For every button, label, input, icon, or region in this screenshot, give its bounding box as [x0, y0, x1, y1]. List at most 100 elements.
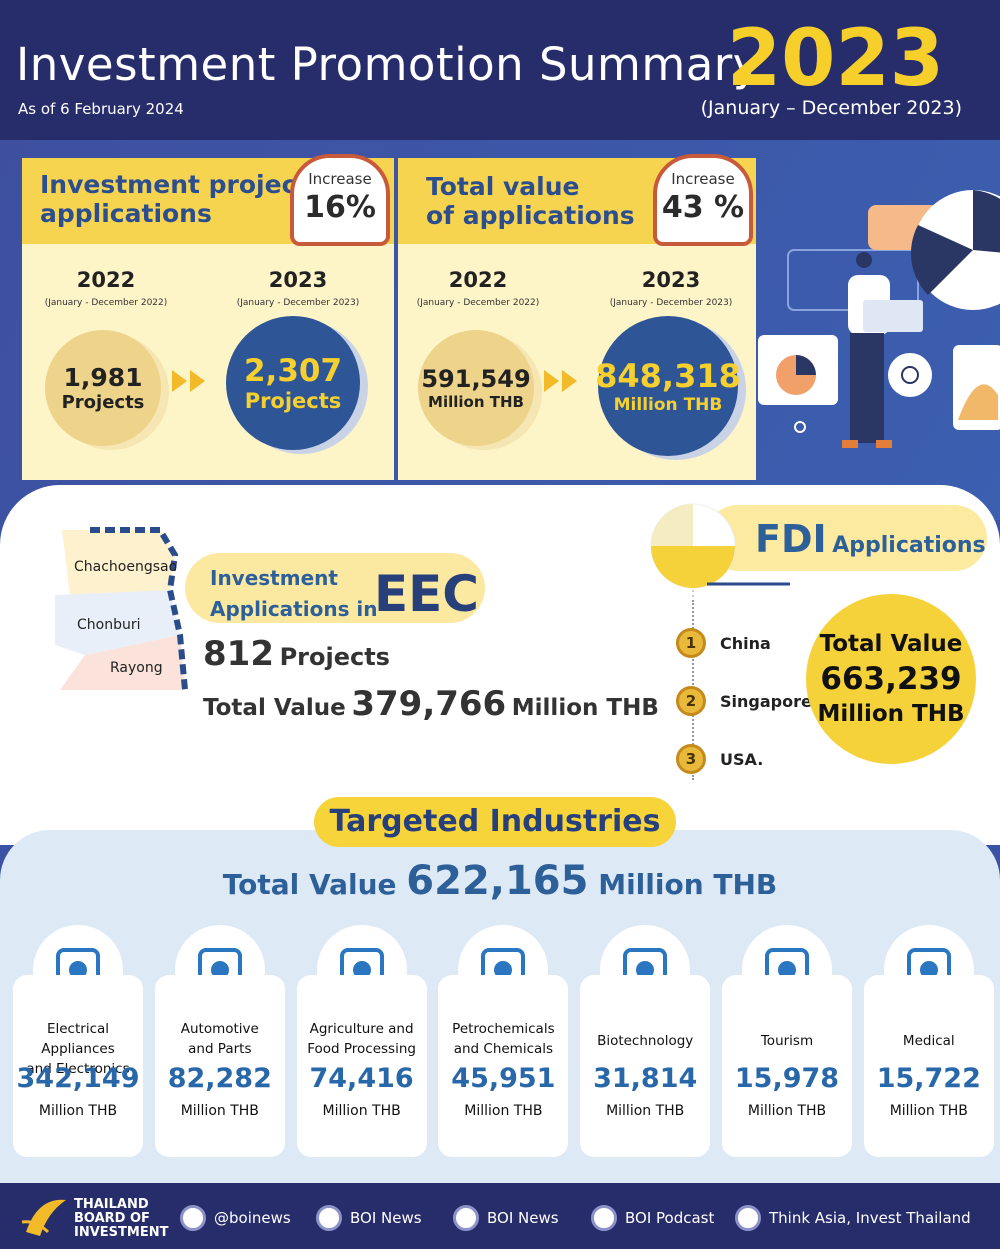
link-text: Think Asia, Invest Thailand: [769, 1209, 971, 1227]
period: (January - December 2023): [609, 298, 733, 308]
period: (January - December 2022): [44, 298, 168, 308]
title: Investment Promotion Summary: [16, 38, 760, 91]
title-line: of applications: [426, 201, 635, 230]
country: Singapore: [720, 691, 812, 711]
year: 2023: [726, 14, 944, 104]
period: (January – December 2023): [700, 97, 962, 119]
eec-map: [55, 527, 485, 691]
increase-value: 16%: [304, 190, 376, 225]
unit: Projects: [61, 392, 145, 413]
industry-card: Petrochemicals and Chemicals 45,951 Million…: [438, 975, 569, 1157]
eec-projects: 812 Projects: [203, 634, 390, 674]
eec-title: Investment Applications in: [210, 563, 378, 625]
total-unit: Million THB: [598, 868, 778, 901]
footer-link[interactable]: BOI News: [453, 1205, 559, 1231]
name-line: Biotechnology: [597, 1033, 694, 1049]
projects-value: 812: [203, 634, 274, 674]
industry-name: Medical: [864, 1031, 994, 1051]
total-label: Total Value: [203, 695, 346, 721]
panel-title: Total value of applications: [426, 172, 635, 230]
map-label: Chonburi: [77, 617, 141, 633]
value: 591,549: [421, 365, 531, 393]
name-line: and Electronics: [26, 1061, 130, 1077]
footer-link[interactable]: @boinews: [180, 1205, 291, 1231]
industry-value: 45,951: [451, 1063, 556, 1094]
name-line: and Parts: [188, 1041, 252, 1057]
country: China: [720, 633, 771, 653]
total-value: 379,766: [351, 684, 507, 724]
industry-value: 74,416: [309, 1063, 414, 1094]
curr-circle: 848,318 Million THB: [595, 316, 741, 456]
link-text: BOI News: [487, 1209, 559, 1227]
increase-value: 43 %: [661, 190, 745, 225]
boi-logo: [21, 1199, 66, 1236]
prev-circle: 1,981 Projects: [45, 330, 161, 446]
increase-label: Increase: [671, 170, 735, 188]
footer: [0, 1183, 1000, 1249]
year: 2023: [268, 268, 328, 292]
org-line: THAILAND: [74, 1197, 149, 1212]
title-line: Investment project: [40, 170, 309, 199]
org-name: THAILAND BOARD OF INVESTMENT: [74, 1198, 168, 1240]
footer-link[interactable]: BOI Podcast: [591, 1205, 714, 1231]
unit: Projects: [244, 389, 342, 413]
title-line: applications: [40, 199, 212, 228]
prev-circle: 591,549 Million THB: [418, 330, 534, 446]
arrow: [190, 370, 205, 392]
rank-badge: 3: [676, 744, 706, 774]
arrow: [544, 370, 559, 392]
name-line: Medical: [902, 1033, 955, 1049]
footer-link[interactable]: BOI News: [316, 1205, 422, 1231]
increase-label: Increase: [308, 170, 372, 188]
fdi-sub: Applications: [832, 533, 986, 558]
map-label: Rayong: [110, 660, 163, 676]
industry-unit: Million THB: [180, 1103, 259, 1119]
as-of-date: As of 6 February 2024: [18, 100, 184, 118]
fdi-title: FDI Applications: [755, 517, 986, 561]
industry-card: Electrical Appliances and Electronics 342,…: [13, 975, 143, 1157]
value: 1,981: [63, 363, 143, 392]
industry-value: 82,282: [167, 1063, 272, 1094]
rank-badge: 2: [676, 686, 706, 716]
targeted-total: Total Value 622,165 Million THB: [0, 858, 1000, 904]
total-value-panel: Total value of applications Increase 43 …: [398, 154, 756, 480]
value: 848,318: [595, 357, 741, 395]
year: 2022: [448, 268, 508, 292]
industry-name: Biotechnology: [580, 1031, 710, 1051]
name-line: and Chemicals: [453, 1041, 554, 1057]
industry-unit: Million THB: [606, 1103, 685, 1119]
increase-badge: Increase 16%: [290, 154, 390, 246]
link-icon: [180, 1205, 206, 1231]
curr-circle: 2,307 Projects: [226, 316, 360, 450]
industry-value: 15,722: [876, 1063, 981, 1094]
name-line: Agriculture and: [309, 1021, 414, 1037]
industry-name: Agriculture and Food Processing: [297, 1019, 427, 1059]
arrow: [172, 370, 187, 392]
projects-unit: Projects: [279, 643, 390, 671]
org-line: INVESTMENT: [74, 1225, 169, 1240]
industry-value: 15,978: [734, 1063, 840, 1094]
rank-badge: 1: [676, 628, 706, 658]
applications-panel: Investment project applications Increase…: [22, 154, 394, 480]
link-icon: [453, 1205, 479, 1231]
org-line: BOARD OF: [74, 1211, 150, 1226]
total-label: Total Value: [819, 631, 963, 657]
industry-unit: Million THB: [38, 1103, 118, 1119]
industry-unit: Million THB: [889, 1103, 968, 1119]
industry-value: 342,149: [16, 1063, 140, 1094]
industry-card: Agriculture and Food Processing 74,416 Mill…: [296, 975, 427, 1157]
title-line: Applications in: [210, 597, 378, 621]
title-line: Total value: [426, 172, 580, 201]
total-value: 663,239: [820, 661, 962, 697]
footer-link[interactable]: Think Asia, Invest Thailand: [735, 1205, 971, 1231]
eec-em: EEC: [374, 565, 480, 623]
industry-card: Biotechnology 31,814 Million THB: [580, 975, 711, 1157]
eec-total: Total Value 379,766 Million THB: [203, 684, 659, 724]
title-line: Investment: [210, 566, 338, 590]
industry-value: 31,814: [593, 1063, 698, 1094]
industry-name: Automotive and Parts: [155, 1019, 285, 1059]
industry-unit: Million THB: [747, 1103, 827, 1119]
panel-title: Investment project applications: [40, 170, 308, 228]
total-value: 622,165: [406, 858, 589, 904]
